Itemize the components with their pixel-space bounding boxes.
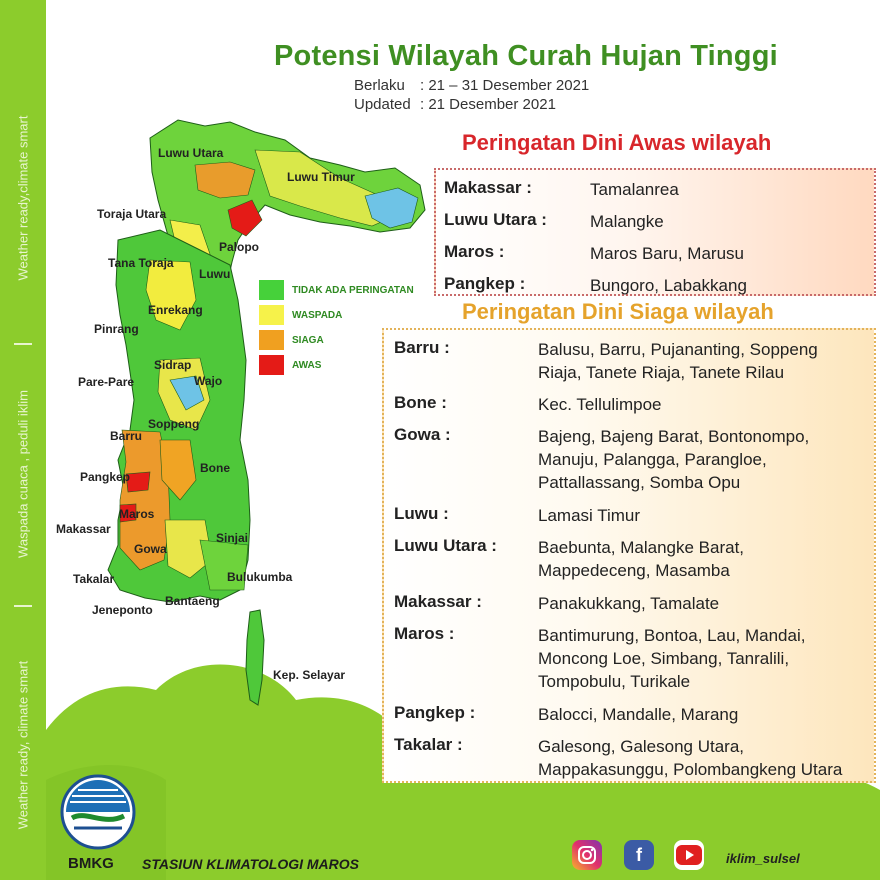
region-areas: Moncong Loe, Simbang, Tanralili, [538,649,790,668]
region-areas: Baebunta, Malangke Barat, [538,538,745,557]
legend-label: AWAS [292,359,322,371]
bmkg-logo-text: BMKG [68,855,114,872]
region-areas: Bantimurung, Bontoa, Lau, Mandai, [538,626,806,645]
siaga-table: Barru : Balusu, Barru, Pujananting, Sopp… [382,328,876,783]
map-label-maros: Maros [119,507,155,521]
map-label-wajo: Wajo [194,374,223,388]
region-areas: Pattallassang, Somba Opu [538,473,741,492]
map-label-pangkep: Pangkep [80,470,131,484]
instagram-icon[interactable] [572,840,602,870]
berlaku-label: Berlaku [354,77,405,94]
region-name: Bone : [394,393,447,412]
region-name: Pangkep : [444,274,526,293]
region-areas: Bajeng, Bajeng Barat, Bontonompo, [538,427,810,446]
region-areas: Panakukkang, Tamalate [538,594,720,613]
map-label-sinjai: Sinjai [216,531,249,545]
legend-label: WASPADA [292,309,343,321]
region-name: Makassar : [394,592,482,611]
region-areas: Balusu, Barru, Pujananting, Soppeng [538,340,818,359]
station-name: STASIUN KLIMATOLOGI MAROS [142,856,359,872]
region-name: Gowa : [394,425,451,444]
legend-swatch [259,355,284,375]
updated-value: : 21 Desember 2021 [420,96,556,113]
legend-swatch [259,330,284,350]
map-label-pare-pare: Pare-Pare [78,375,135,389]
facebook-icon[interactable]: f [624,840,654,870]
map-label-selayar: Kep. Selayar [273,668,346,682]
youtube-icon[interactable] [674,840,704,870]
divider-top [14,343,32,345]
region-name: Luwu Utara : [394,536,497,555]
divider-bottom [14,605,32,607]
region-areas: Lamasi Timur [538,506,641,525]
map-label-bone: Bone [200,461,230,475]
map-label-luwu: Luwu [199,267,231,281]
region-areas: Riaja, Tanete Riaja, Tanete Rilau [538,363,785,382]
map-label-jeneponto: Jeneponto [92,603,153,617]
region-name: Barru : [394,338,450,357]
social-handle[interactable]: iklim_sulsel [726,851,800,866]
region-areas: Galesong, Galesong Utara, [538,737,745,756]
legend-item-awas: AWAS [259,355,321,375]
map-label-tana-toraja: Tana Toraja [108,256,174,270]
legend-swatch [259,280,284,300]
left-banner: Weather ready,climate smart Waspada cuac… [0,0,46,880]
region-name: Pangkep : [394,703,476,722]
updated-label: Updated [354,96,411,113]
map-label-gowa: Gowa [134,542,167,556]
region-areas: Malangke [590,212,664,231]
bmkg-logo-icon [60,774,136,850]
legend-label: SIAGA [292,334,324,346]
region-areas: Mappakasunggu, Polombangkeng Utara [538,760,843,779]
legend-swatch [259,305,284,325]
updated-line: Updated : 21 Desember 2021 [354,96,556,113]
region-areas: Tamalanrea [590,180,679,199]
siaga-section-title: Peringatan Dini Siaga wilayah [462,299,774,324]
legend-label: TIDAK ADA PERINGATAN [292,284,414,296]
region-areas: Maros Baru, Marusu [590,244,744,263]
legend-item-siaga: SIAGA [259,330,324,350]
map-label-enrekang: Enrekang [148,303,203,317]
awas-table: Makassar : Tamalanrea Luwu Utara : Malan… [434,168,876,296]
region-name: Takalar : [394,735,463,754]
region-areas: Bungoro, Labakkang [590,276,747,295]
region-areas: Manuju, Palangga, Parangloe, [538,450,767,469]
map-label-takalar: Takalar [73,572,115,586]
region-name: Maros : [444,242,505,261]
map-label-bantaeng: Bantaeng [165,594,220,608]
region-areas: Balocci, Mandalle, Marang [538,705,739,724]
validity-line: Berlaku : 21 – 31 Desember 2021 [354,77,589,94]
region-name: Luwu : [394,504,449,523]
region-name: Makassar : [444,178,532,197]
map-label-toraja-utara: Toraja Utara [97,207,167,221]
map-label-soppeng: Soppeng [148,417,200,431]
legend-item-none: TIDAK ADA PERINGATAN [259,280,414,300]
map-label-barru: Barru [110,429,143,443]
map-label-sidrap: Sidrap [154,358,192,372]
region-areas: Mappedeceng, Masamba [538,561,730,580]
map-label-luwu-utara: Luwu Utara [158,146,224,160]
region-name: Maros : [394,624,455,643]
page-title: Potensi Wilayah Curah Hujan Tinggi [274,40,778,72]
map-label-pinrang: Pinrang [94,322,139,336]
map-label-makassar: Makassar [56,522,111,536]
map-selayar [245,609,265,706]
region-name: Luwu Utara : [444,210,547,229]
map-label-bulukumba: Bulukumba [227,570,293,584]
map-label-luwu-timur: Luwu Timur [287,170,355,184]
awas-section-title: Peringatan Dini Awas wilayah [462,130,772,155]
region-areas: Tompobulu, Turikale [538,672,691,691]
region-areas: Kec. Tellulimpoe [538,395,662,414]
berlaku-value: : 21 – 31 Desember 2021 [420,77,590,94]
map-label-palopo: Palopo [219,240,260,254]
legend-item-waspada: WASPADA [259,305,342,325]
